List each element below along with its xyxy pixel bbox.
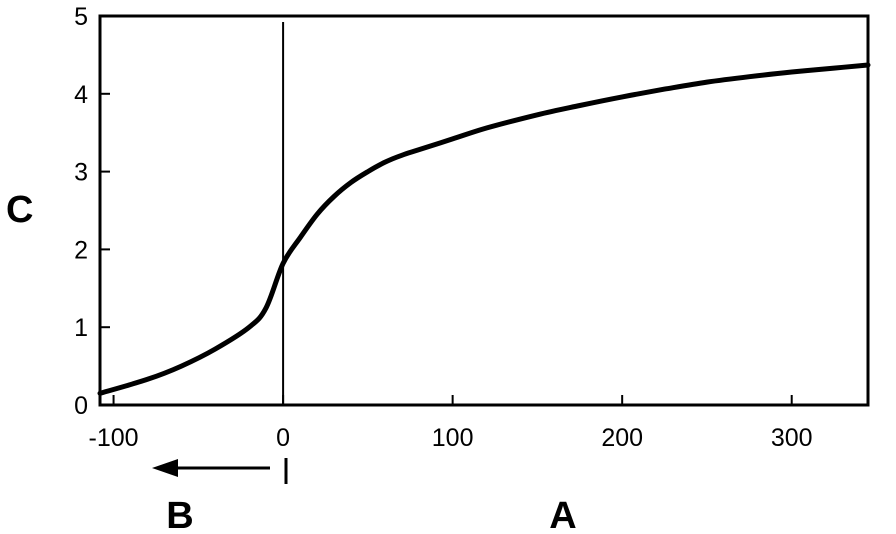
x-axis-label: A <box>549 495 576 534</box>
y-tick-label: 0 <box>74 392 88 420</box>
series-group <box>97 62 871 396</box>
y-tick-label: 3 <box>74 159 88 187</box>
y-tick-label: 5 <box>74 3 88 31</box>
y-tick-label: 2 <box>74 236 88 264</box>
x-tick-label: 200 <box>601 424 643 452</box>
y-axis-label: C <box>6 189 33 231</box>
plot-frame <box>98 14 870 407</box>
y-ticks: 0 1 2 3 4 5 <box>74 3 110 420</box>
x-tick-label: -100 <box>89 424 139 452</box>
plot-border <box>98 14 870 407</box>
y-tick-label: 4 <box>74 81 88 109</box>
x-tick-label: 100 <box>432 424 474 452</box>
direction-label: B <box>166 495 193 534</box>
x-tick-label: 300 <box>771 424 813 452</box>
x-tick-label: 0 <box>276 424 290 452</box>
series-line <box>97 62 871 396</box>
x-ticks: -100 0 100 200 300 <box>89 395 813 452</box>
y-tick-label: 1 <box>74 314 88 342</box>
left-arrow <box>152 459 270 477</box>
